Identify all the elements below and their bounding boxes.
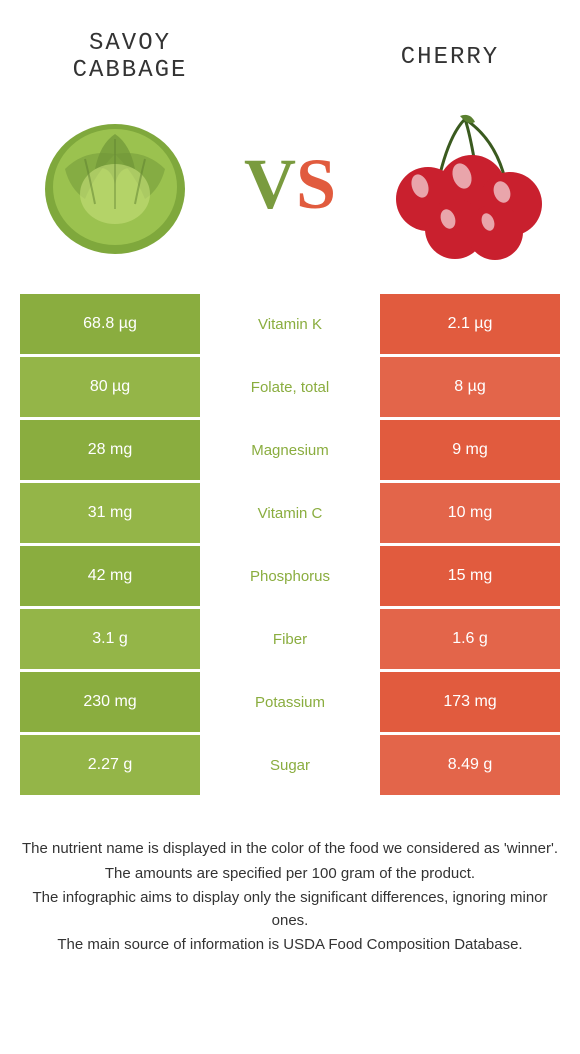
cabbage-image [30, 104, 200, 264]
vs-text: VS [244, 143, 336, 226]
cell-left-value: 80 µg [20, 357, 200, 417]
cell-left-value: 230 mg [20, 672, 200, 732]
cell-right-value: 9 mg [380, 420, 560, 480]
footer-line3: The infographic aims to display only the… [20, 887, 560, 932]
cell-left-value: 28 mg [20, 420, 200, 480]
cell-nutrient-name: Sugar [200, 735, 380, 795]
cell-left-value: 2.27 g [20, 735, 200, 795]
cell-nutrient-name: Vitamin C [200, 483, 380, 543]
cell-nutrient-name: Vitamin K [200, 294, 380, 354]
cell-nutrient-name: Fiber [200, 609, 380, 669]
cell-left-value: 68.8 µg [20, 294, 200, 354]
footer-line2: The amounts are specified per 100 gram o… [20, 863, 560, 886]
cell-right-value: 10 mg [380, 483, 560, 543]
cell-right-value: 15 mg [380, 546, 560, 606]
cell-right-value: 8 µg [380, 357, 560, 417]
table-row: 3.1 gFiber1.6 g [20, 609, 560, 669]
cell-right-value: 173 mg [380, 672, 560, 732]
title-right: CHERRY [360, 44, 540, 71]
table-row: 2.27 gSugar8.49 g [20, 735, 560, 795]
table-row: 28 mgMagnesium9 mg [20, 420, 560, 480]
footer-line4: The main source of information is USDA F… [20, 934, 560, 957]
images-row: VS [0, 94, 580, 294]
cell-right-value: 8.49 g [380, 735, 560, 795]
title-left: SAVOY CABBAGE [40, 30, 220, 84]
table-row: 68.8 µgVitamin K2.1 µg [20, 294, 560, 354]
cell-left-value: 42 mg [20, 546, 200, 606]
nutrient-table: 68.8 µgVitamin K2.1 µg80 µgFolate, total… [20, 294, 560, 795]
table-row: 230 mgPotassium173 mg [20, 672, 560, 732]
vs-s: S [296, 144, 336, 224]
footer: The nutrient name is displayed in the co… [0, 798, 580, 979]
cell-nutrient-name: Magnesium [200, 420, 380, 480]
cell-nutrient-name: Folate, total [200, 357, 380, 417]
cell-right-value: 1.6 g [380, 609, 560, 669]
table-row: 31 mgVitamin C10 mg [20, 483, 560, 543]
cell-left-value: 3.1 g [20, 609, 200, 669]
cell-nutrient-name: Phosphorus [200, 546, 380, 606]
cell-nutrient-name: Potassium [200, 672, 380, 732]
vs-v: V [244, 144, 296, 224]
cherry-image [380, 104, 550, 264]
header: SAVOY CABBAGE CHERRY [0, 0, 580, 94]
table-row: 42 mgPhosphorus15 mg [20, 546, 560, 606]
table-row: 80 µgFolate, total8 µg [20, 357, 560, 417]
cell-right-value: 2.1 µg [380, 294, 560, 354]
cell-left-value: 31 mg [20, 483, 200, 543]
footer-line1: The nutrient name is displayed in the co… [20, 838, 560, 861]
